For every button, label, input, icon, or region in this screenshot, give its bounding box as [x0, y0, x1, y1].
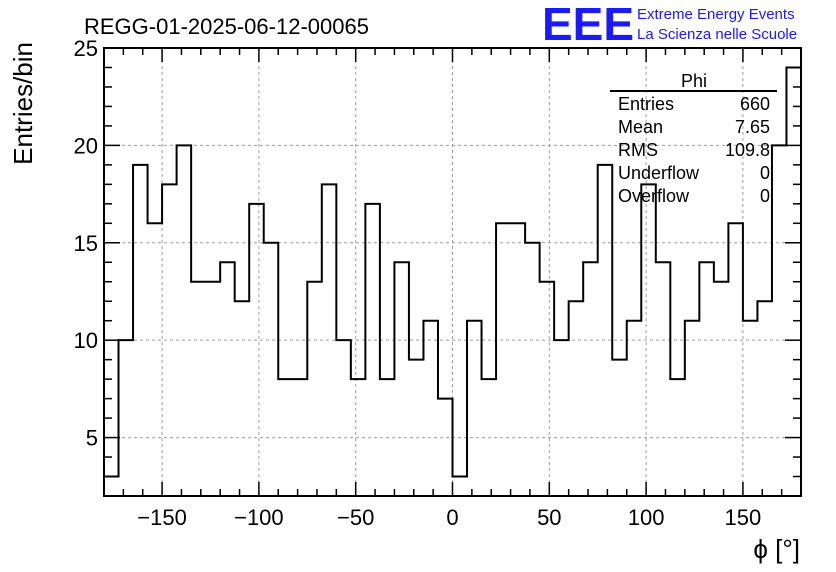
x-tick-label: 0	[446, 505, 458, 530]
logo: EEE Extreme Energy Events La Scienza nel…	[542, 0, 797, 50]
y-tick-label: 15	[74, 231, 98, 256]
x-tick-label: −100	[234, 505, 284, 530]
x-tick-label: −50	[337, 505, 374, 530]
stats-label-mean: Mean	[618, 117, 663, 137]
chart-title: REGG-01-2025-06-12-00065	[84, 14, 369, 39]
stats-value-mean: 7.65	[735, 117, 770, 137]
stats-label-entries: Entries	[618, 94, 674, 114]
x-tick-labels: −150 −100 −50 0 50 100 150	[137, 505, 761, 530]
stats-label-rms: RMS	[618, 140, 658, 160]
stats-label-underflow: Underflow	[618, 163, 700, 183]
axis-ticks	[103, 47, 802, 497]
logo-eee: EEE	[542, 0, 634, 50]
logo-line-2: La Scienza nelle Scuole	[637, 26, 797, 43]
x-tick-label: 50	[537, 505, 561, 530]
histogram-line	[103, 66, 801, 496]
y-axis-title: Entries/bin	[8, 42, 38, 165]
x-tick-label: 100	[628, 505, 665, 530]
y-tick-label: 10	[74, 328, 98, 353]
stats-value-rms: 109.8	[725, 140, 770, 160]
stats-value-underflow: 0	[760, 163, 770, 183]
x-tick-label: −150	[137, 505, 187, 530]
x-axis-title: ϕ [°]	[753, 534, 800, 564]
y-tick-label: 5	[86, 426, 98, 451]
stats-box: Phi Entries 660 Mean 7.65 RMS 109.8 Unde…	[610, 71, 777, 206]
y-tick-label: 20	[74, 133, 98, 158]
y-tick-label: 25	[74, 36, 98, 61]
stats-name: Phi	[681, 71, 707, 91]
y-tick-labels: 5 10 15 20 25	[74, 36, 98, 451]
x-tick-label: 150	[725, 505, 762, 530]
grid	[104, 48, 801, 496]
stats-value-entries: 660	[740, 94, 770, 114]
logo-line-1: Extreme Energy Events	[637, 6, 795, 23]
stats-label-overflow: Overflow	[618, 186, 690, 206]
stats-value-overflow: 0	[760, 186, 770, 206]
